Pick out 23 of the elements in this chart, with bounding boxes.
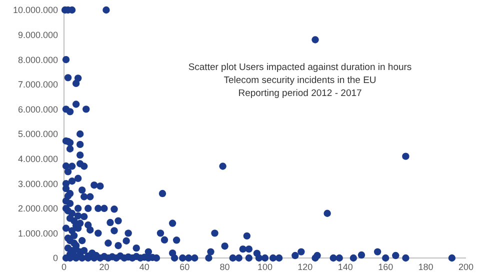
x-tick-label: 0 <box>61 262 67 272</box>
x-tick-label: 120 <box>298 262 313 272</box>
y-tick-label: 7.000.000 <box>18 80 58 90</box>
y-tick-label: 3.000.000 <box>18 178 58 189</box>
y-tick-label: 0 <box>52 253 58 264</box>
x-tick-label: 100 <box>257 262 273 272</box>
y-tick-label: 10.000.000 <box>12 5 58 16</box>
y-tick-label: 1.000.000 <box>18 228 58 238</box>
x-tick-label: 200 <box>458 262 474 272</box>
x-tick-label: 20 <box>99 262 110 272</box>
y-tick-label: 8.000.000 <box>18 54 58 65</box>
x-tick-label: 80 <box>220 262 230 272</box>
x-tick-label: 160 <box>378 262 394 272</box>
x-tick-label: 40 <box>139 262 150 272</box>
x-tick-label: 140 <box>338 262 353 272</box>
x-tick-label: 180 <box>418 262 434 272</box>
y-tick-label: 4.000.000 <box>18 154 58 164</box>
x-tick-label: 60 <box>180 262 190 272</box>
y-tick-label: 6.000.000 <box>18 104 58 114</box>
y-tick-label: 9.000.000 <box>18 30 58 40</box>
y-tick-label: 5.000.000 <box>18 129 58 140</box>
text: Scatter plot Users impacted against duration in hours Telecom security incidents in the EU Reporting period 2012 - 2017 <box>188 62 412 99</box>
y-tick-label: 2.000.000 <box>18 204 58 214</box>
